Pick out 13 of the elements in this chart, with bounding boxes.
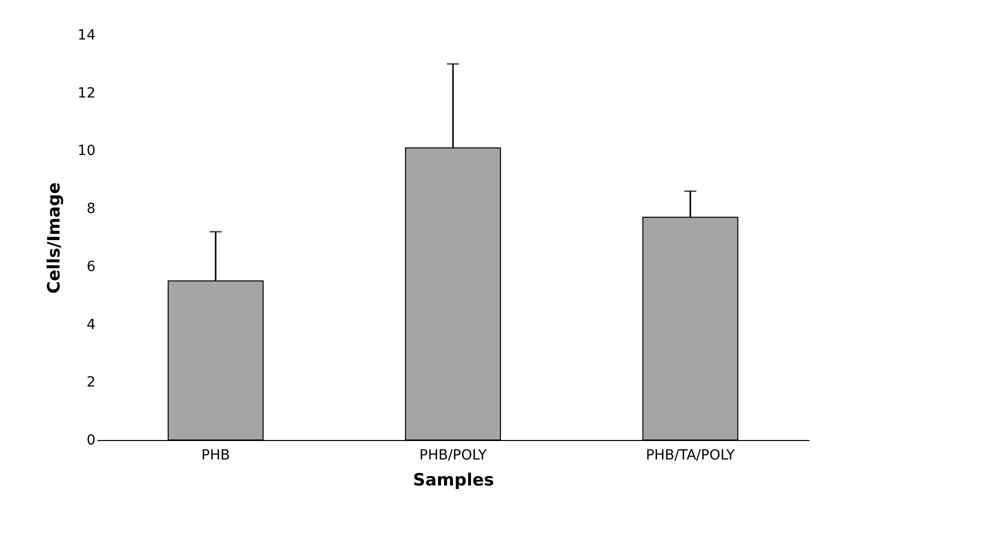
y-tick-label: 2 [86,374,96,391]
x-tick-label: PHB/TA/POLY [646,448,736,464]
x-tick-label: PHB/POLY [419,448,488,464]
y-tick-label: 6 [86,258,96,275]
y-tick-label: 0 [86,432,96,448]
x-tick-label: PHB [201,448,230,464]
x-axis-title: Samples [412,470,494,490]
y-tick-label: 14 [78,28,96,44]
y-tick-label: 4 [86,316,96,333]
y-tick-label: 12 [78,85,96,102]
y-tick-label: 8 [86,201,96,218]
y-tick-label: 10 [78,143,96,160]
y-axis-title: Cells/Image [44,182,65,294]
